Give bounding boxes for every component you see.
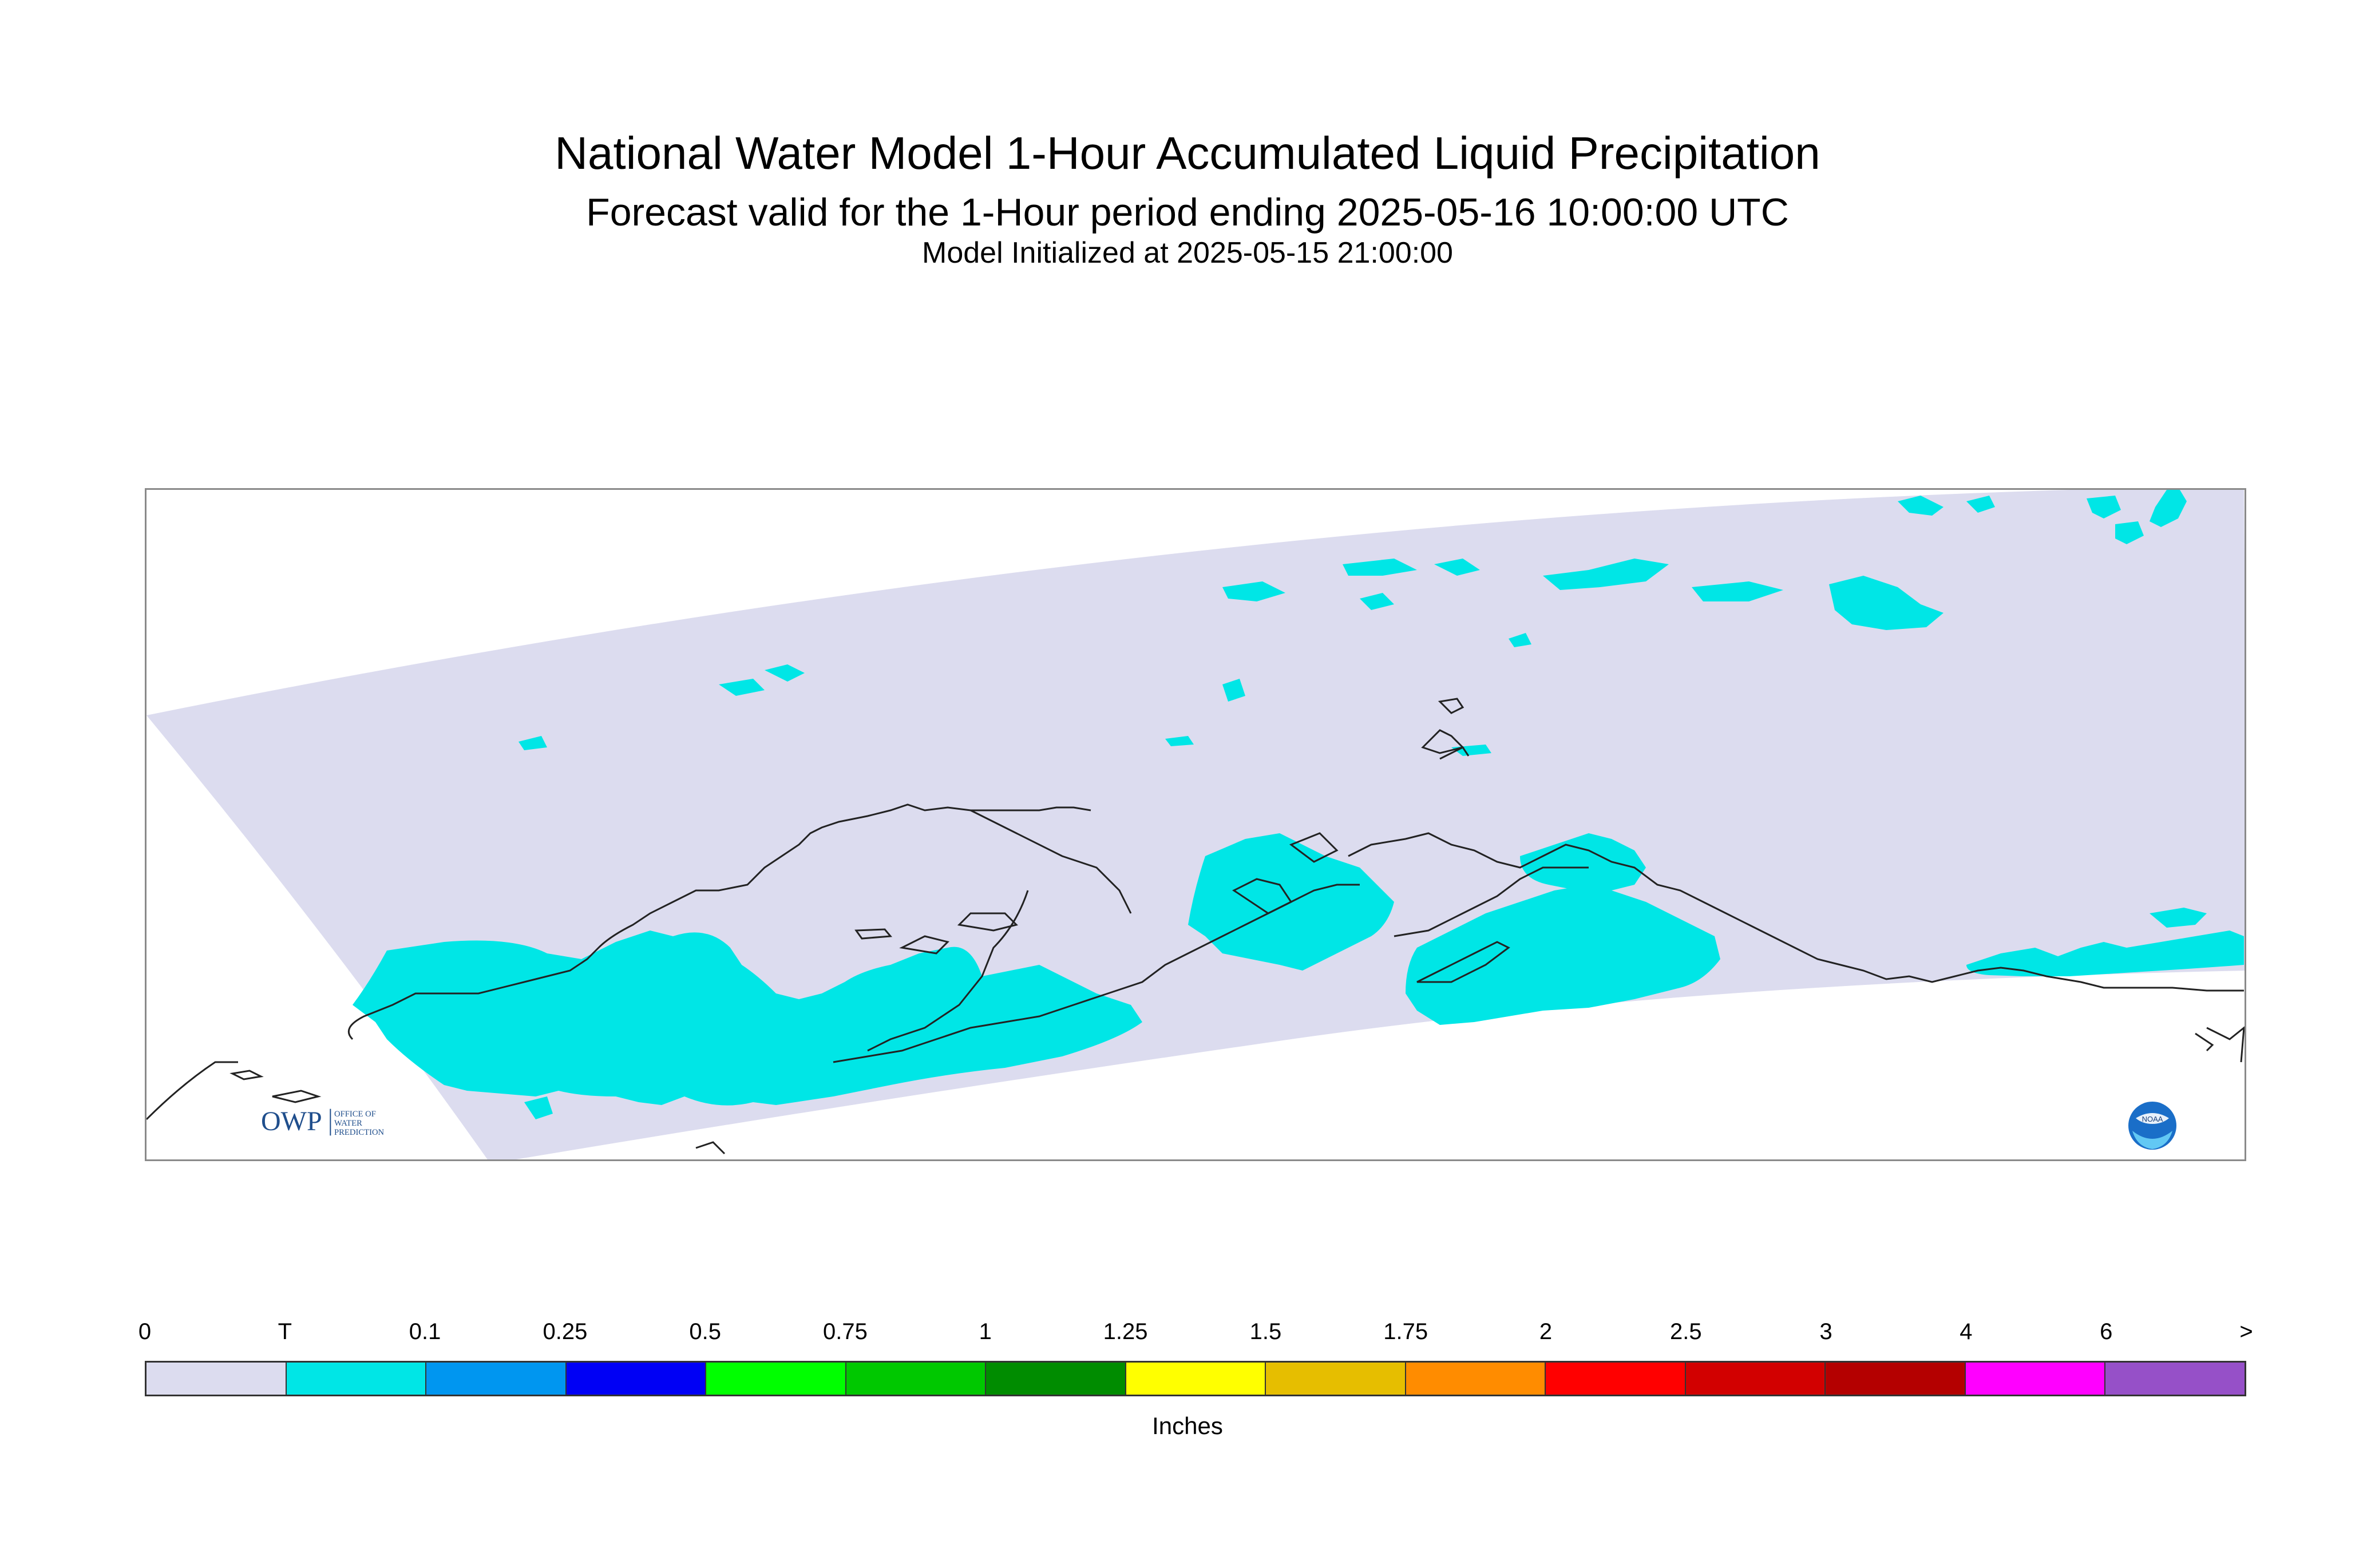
legend-swatch [147,1363,287,1395]
legend-swatch [1406,1363,1546,1395]
legend-swatch [1266,1363,1406,1395]
noaa-logo: NOAA [2128,1102,2176,1150]
legend-tick-label: 0.1 [409,1319,441,1344]
noaa-mark: NOAA [2142,1115,2163,1123]
owp-mark: OWP [261,1106,322,1137]
legend-swatch [986,1363,1126,1395]
legend-tick-label: 0 [138,1319,152,1344]
legend-swatch [1546,1363,1686,1395]
legend-tick-label: 1 [979,1319,992,1344]
legend-swatch [1965,1363,2106,1395]
precip-map [147,490,2245,1159]
legend-swatch [706,1363,846,1395]
map-panel: OWP OFFICE OF WATER PREDICTION NOAA [145,488,2246,1161]
legend-swatch [2105,1363,2245,1395]
map-title: National Water Model 1-Hour Accumulated … [555,128,1820,179]
owp-logo: OWP OFFICE OF WATER PREDICTION [261,1106,385,1137]
init-time: Model Initialized at 2025-05-15 21:00:00 [922,236,1453,270]
owp-line-3: PREDICTION [334,1128,385,1137]
legend-swatch [566,1363,707,1395]
legend-swatch [1126,1363,1266,1395]
legend-tick-label: 0.25 [543,1319,588,1344]
legend-swatch [1826,1363,1966,1395]
trace-precip-areas [353,490,2244,1119]
legend-swatch [286,1363,427,1395]
legend-tick-label: > [2239,1319,2253,1344]
legend-tick-label: 1.75 [1383,1319,1428,1344]
legend-swatch [426,1363,567,1395]
legend-tick-label: 4 [1960,1319,1973,1344]
coastlines [147,698,2245,1155]
legend-units: Inches [1152,1412,1223,1439]
legend-tick-labels: 0 T 0.1 0.25 0.5 0.75 1 1.25 1.5 1.75 2 2.5 3 4 6 > [138,1319,2253,1353]
legend-swatch [846,1363,987,1395]
legend-tick-label: 2.5 [1669,1319,1702,1344]
owp-line-1: OFFICE OF [334,1110,376,1119]
map-subtitle: Forecast valid for the 1-Hour period end… [586,191,1789,234]
legend-tick-label: 1.25 [1103,1319,1148,1344]
legend-tick-label: 0.5 [689,1319,721,1344]
legend-tick-label: 2 [1539,1319,1553,1344]
legend-colorbar [145,1361,2246,1396]
legend-swatch [1685,1363,1826,1395]
legend-tick-label: 3 [1819,1319,1832,1344]
legend-tick-label: 1.5 [1249,1319,1282,1344]
legend-tick-label: 6 [2100,1319,2113,1344]
legend-tick-label: T [278,1319,292,1344]
owp-line-2: WATER [334,1119,362,1128]
legend-tick-label: 0.75 [823,1319,868,1344]
